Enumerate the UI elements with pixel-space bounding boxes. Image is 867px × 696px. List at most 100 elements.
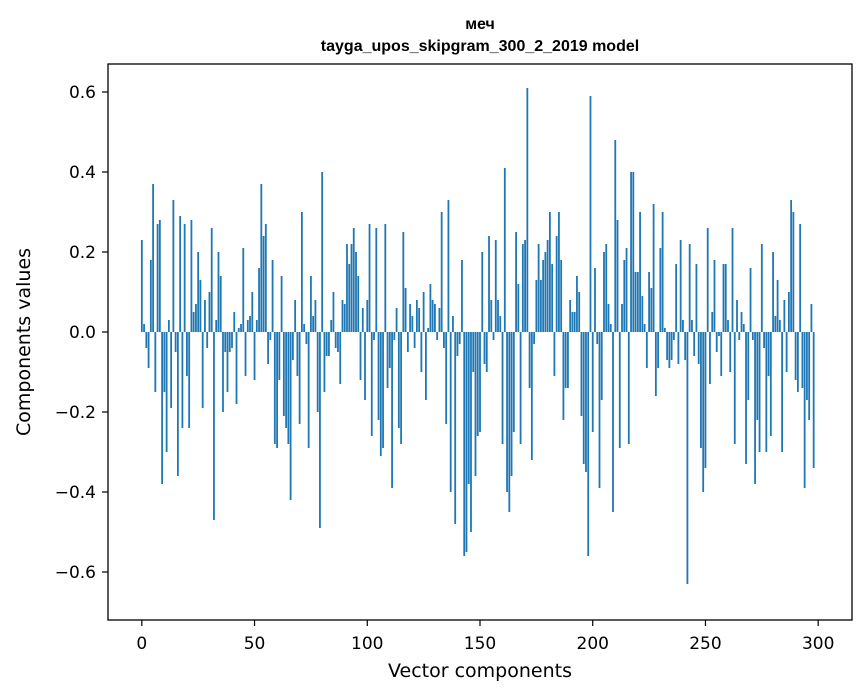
y-tick-label: 0.4 — [69, 163, 96, 183]
bar-173 — [530, 332, 533, 460]
bar-62 — [280, 276, 283, 332]
bar-172 — [528, 332, 531, 388]
bar-271 — [751, 332, 754, 340]
bar-45 — [242, 248, 245, 332]
bar-284 — [781, 332, 784, 452]
bar-94 — [352, 228, 355, 332]
bar-184 — [555, 236, 558, 332]
bar-159 — [499, 316, 502, 332]
bar-36 — [222, 332, 224, 412]
y-tick-label: 0.0 — [69, 323, 96, 343]
bar-7 — [156, 224, 159, 332]
bar-181 — [548, 212, 551, 332]
bar-167 — [517, 284, 520, 332]
bar-104 — [375, 228, 378, 332]
y-tick-label: −0.2 — [55, 403, 96, 423]
bar-117 — [404, 288, 407, 332]
bar-70 — [298, 332, 301, 424]
bar-18 — [181, 332, 184, 428]
bar-8 — [158, 220, 161, 332]
bar-183 — [553, 332, 556, 376]
bar-251 — [706, 228, 709, 332]
bar-58 — [271, 260, 274, 332]
bar-88 — [339, 332, 342, 384]
bar-145 — [467, 332, 470, 484]
bar-276 — [763, 332, 765, 348]
bar-156 — [492, 332, 495, 340]
bar-205 — [603, 252, 605, 332]
bar-134 — [443, 332, 445, 348]
bar-82 — [325, 332, 328, 356]
bar-275 — [760, 244, 763, 332]
bar-51 — [255, 320, 258, 332]
bar-121 — [413, 332, 416, 348]
bar-49 — [251, 292, 254, 332]
bar-289 — [792, 212, 795, 332]
bar-122 — [415, 300, 418, 332]
bar-249 — [702, 332, 705, 492]
bar-166 — [515, 232, 517, 332]
bar-292 — [799, 224, 802, 332]
bar-218 — [632, 172, 635, 332]
bar-151 — [481, 252, 484, 332]
bar-96 — [357, 276, 360, 332]
bar-185 — [558, 212, 560, 332]
bar-136 — [447, 200, 450, 332]
bar-240 — [682, 320, 684, 332]
bar-41 — [233, 312, 236, 332]
bar-128 — [429, 284, 432, 332]
bar-65 — [287, 332, 290, 444]
bar-150 — [479, 332, 481, 432]
bar-32 — [213, 332, 215, 520]
bar-87 — [337, 332, 339, 352]
bar-189 — [567, 332, 569, 388]
bar-68 — [294, 300, 297, 332]
bar-11 — [165, 332, 168, 452]
bar-1 — [143, 324, 145, 332]
bar-238 — [677, 332, 680, 364]
bar-204 — [600, 332, 603, 400]
bar-245 — [693, 332, 696, 356]
bar-232 — [663, 328, 666, 332]
bar-281 — [774, 316, 777, 332]
bar-282 — [776, 280, 779, 332]
bar-220 — [636, 272, 639, 332]
bar-208 — [609, 324, 612, 332]
bar-76 — [312, 316, 315, 332]
bar-4 — [149, 260, 152, 332]
bar-257 — [720, 332, 723, 376]
bar-210 — [614, 140, 617, 332]
bar-269 — [747, 332, 750, 400]
y-tick-label: −0.4 — [55, 483, 96, 503]
bar-131 — [436, 332, 439, 340]
bar-83 — [328, 332, 330, 356]
bar-229 — [657, 332, 660, 368]
bar-235 — [670, 332, 673, 360]
bar-91 — [346, 244, 348, 332]
bar-12 — [167, 320, 170, 332]
bar-246 — [695, 264, 698, 332]
bar-178 — [542, 260, 545, 332]
bar-40 — [231, 332, 233, 348]
y-tick-label: −0.6 — [55, 563, 96, 583]
bar-287 — [787, 292, 790, 332]
bar-66 — [289, 332, 292, 500]
bar-99 — [364, 332, 366, 400]
bar-133 — [440, 212, 443, 332]
bar-71 — [300, 212, 303, 332]
bar-254 — [713, 260, 716, 332]
bar-116 — [402, 232, 405, 332]
bar-113 — [395, 308, 398, 332]
bar-79 — [319, 332, 321, 528]
bar-291 — [796, 332, 799, 392]
bar-212 — [618, 332, 621, 448]
bar-188 — [564, 332, 567, 388]
bar-221 — [639, 212, 641, 332]
bar-250 — [704, 332, 707, 468]
bar-242 — [686, 332, 689, 584]
bar-195 — [580, 332, 583, 416]
bar-222 — [641, 296, 644, 332]
bar-243 — [688, 244, 691, 332]
bar-247 — [697, 332, 700, 364]
bar-236 — [672, 332, 675, 340]
